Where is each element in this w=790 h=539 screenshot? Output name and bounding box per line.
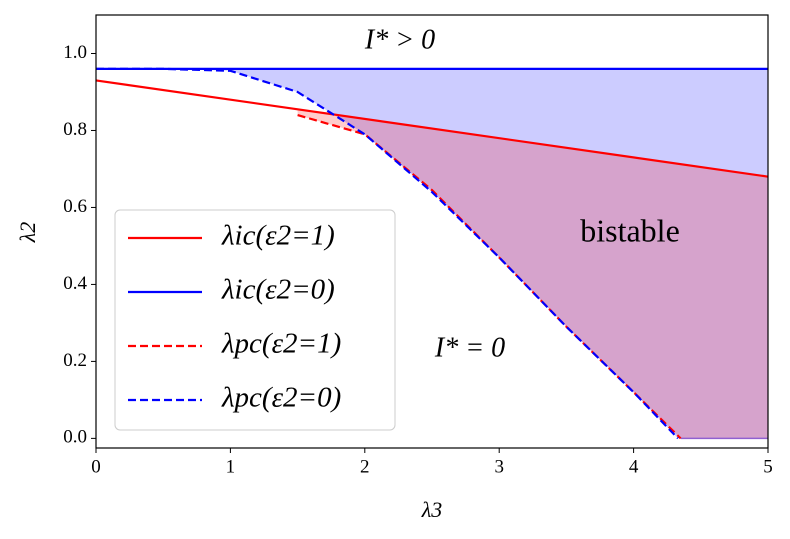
y-tick-label: 0.4 bbox=[63, 273, 87, 294]
series-line bbox=[297, 114, 682, 440]
x-tick-label: 3 bbox=[494, 456, 504, 477]
legend-label: λpc(ε2=0) bbox=[221, 382, 341, 414]
series-line bbox=[96, 67, 679, 440]
legend-box bbox=[114, 209, 396, 431]
y-tick-label: 1.0 bbox=[63, 42, 87, 63]
x-tick-label: 1 bbox=[226, 456, 236, 477]
annotation: I* > 0 bbox=[364, 24, 435, 55]
y-tick-label: 0.2 bbox=[63, 350, 87, 371]
annotation: I* = 0 bbox=[434, 332, 505, 363]
y-tick-label: 0.6 bbox=[63, 196, 87, 217]
legend-label: λic(ε2=0) bbox=[221, 274, 335, 306]
legend: λic(ε2=1) λic(ε2=0) λpc(ε2=1) λpc(ε2=0) bbox=[114, 209, 396, 431]
region-fill bbox=[297, 109, 768, 439]
legend-label: λpc(ε2=1) bbox=[221, 328, 341, 360]
legend-label: λic(ε2=1) bbox=[221, 220, 335, 252]
x-tick-label: 0 bbox=[91, 456, 101, 477]
y-tick-label: 0.0 bbox=[63, 427, 87, 448]
x-tick-label: 5 bbox=[763, 456, 773, 477]
y-axis-label: λ2 bbox=[15, 222, 40, 244]
x-tick-label: 2 bbox=[360, 456, 370, 477]
region-fill bbox=[96, 68, 768, 439]
x-tick-label: 4 bbox=[629, 456, 639, 477]
y-tick-label: 0.8 bbox=[63, 119, 87, 140]
x-axis-label: λ3 bbox=[421, 497, 443, 522]
plot-frame bbox=[95, 14, 769, 449]
annotation: bistable bbox=[580, 212, 680, 248]
series-line bbox=[95, 79, 769, 178]
